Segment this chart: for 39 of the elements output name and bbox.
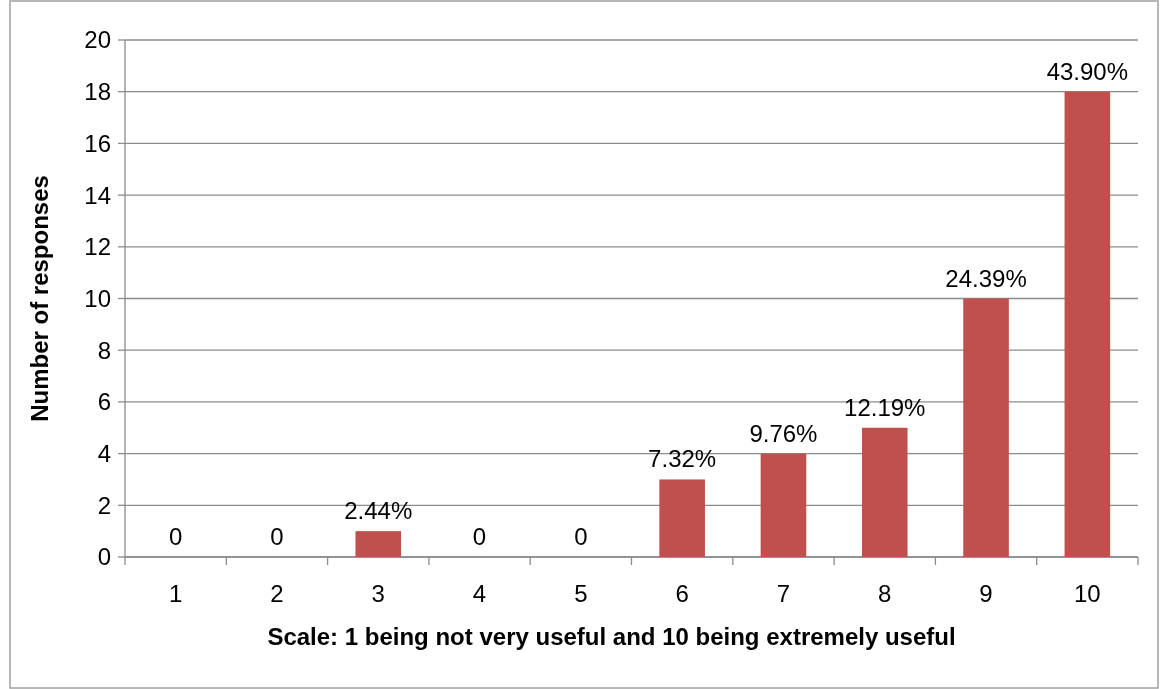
x-tick-label: 6 (675, 580, 689, 607)
bar (1064, 91, 1111, 557)
x-tick-label: 3 (371, 580, 385, 607)
x-axis-title: Scale: 1 being not very useful and 10 being extremely useful (267, 623, 956, 650)
y-tick-label: 16 (84, 129, 111, 157)
x-tick-label: 5 (574, 580, 588, 607)
y-tick-label: 2 (97, 491, 111, 519)
annotation: 0 (168, 523, 183, 550)
bar (355, 531, 402, 557)
y-axis-title: Number of responses (26, 175, 53, 422)
x-tick-label: 1 (168, 580, 183, 607)
bar (963, 298, 1009, 557)
annotation: 9.76% (749, 419, 818, 447)
annotation: 24.39% (945, 264, 1027, 292)
y-tick-label: 6 (97, 388, 111, 416)
y-tick-label: 10 (84, 284, 111, 312)
bar (659, 479, 705, 557)
annotation: 2.44% (344, 497, 413, 525)
y-tick-label: 4 (97, 440, 111, 467)
x-tick-label: 2 (270, 580, 284, 607)
x-tick-label: 4 (472, 580, 487, 607)
y-tick-label: 0 (97, 543, 111, 571)
x-tick-label: 9 (979, 580, 993, 607)
bar (760, 453, 807, 557)
y-tick-label: 20 (84, 26, 111, 54)
annotation: 43.90% (1046, 57, 1129, 85)
annotation: 0 (472, 523, 487, 550)
annotation: 0 (270, 523, 284, 550)
y-tick-label: 8 (97, 336, 111, 364)
bar (861, 427, 908, 557)
y-tick-label: 18 (84, 78, 111, 106)
annotation: 7.32% (648, 445, 717, 473)
x-tick-label: 7 (776, 580, 791, 607)
x-tick-label: 10 (1074, 580, 1101, 607)
y-tick-label: 14 (84, 181, 111, 209)
annotation: 0 (574, 523, 588, 550)
annotation: 12.19% (844, 393, 926, 421)
x-tick-label: 8 (878, 580, 892, 607)
y-tick-label: 12 (84, 233, 111, 261)
